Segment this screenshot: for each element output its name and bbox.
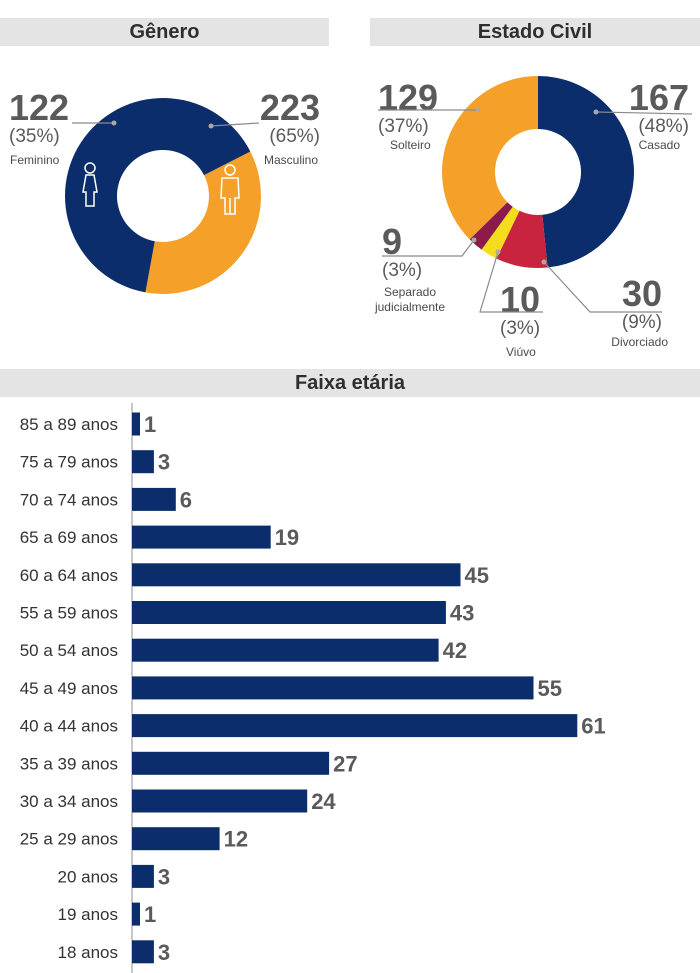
category-label-65-a-69-anos: 65 a 69 anos: [20, 528, 118, 547]
male-body: [220, 177, 240, 215]
slice-masculino: [64, 97, 251, 293]
category-label-19-anos: 19 anos: [58, 905, 119, 924]
female-body: [82, 174, 98, 207]
leader-solteiro-dot: [475, 107, 481, 113]
percent-masculino: (65%): [269, 126, 320, 147]
bar-25-a-29-anos: [132, 827, 220, 851]
bar-value-20-anos: 3: [158, 864, 170, 889]
leader-masculino: [210, 122, 260, 127]
bar-value-50-a-54-anos: 42: [443, 638, 467, 663]
male-person-icon: [220, 164, 240, 215]
bar-85-a-89-anos: [132, 412, 140, 436]
bar-55-a-59-anos: [132, 601, 446, 624]
category-label-85-a-89-anos: 85 a 89 anos: [20, 415, 118, 434]
faixa-etaria-header: Faixa etária: [0, 369, 700, 397]
bar-value-65-a-69-anos: 19: [275, 525, 299, 550]
slice-casado: [538, 76, 634, 268]
label-feminino: Feminino: [10, 153, 60, 167]
leader-viuvo-dot: [495, 249, 501, 255]
leader-casado-dot: [593, 109, 599, 115]
slice-feminino: [145, 151, 261, 294]
leader-divorciado-dot: [541, 259, 547, 265]
bar-value-18-anos: 3: [158, 940, 170, 965]
estado-civil-header: Estado Civil: [370, 18, 700, 46]
bar-value-70-a-74-anos: 6: [180, 487, 192, 512]
value-solteiro: 129: [378, 77, 438, 118]
category-label-25-a-29-anos: 25 a 29 anos: [20, 830, 118, 849]
label-casado: Casado: [639, 138, 681, 152]
percent-viuvo: (3%): [500, 318, 540, 339]
bar-45-a-49-anos: [132, 676, 534, 700]
category-label-30-a-34-anos: 30 a 34 anos: [20, 792, 118, 811]
bar-75-a-79-anos: [132, 450, 154, 474]
bar-value-19-anos: 1: [144, 902, 156, 927]
bar-30-a-34-anos: [132, 789, 308, 813]
category-label-60-a-64-anos: 60 a 64 anos: [20, 566, 118, 585]
slice-divorciado: [496, 210, 548, 268]
label-viuvo: Viúvo: [506, 345, 536, 359]
leader-separado-dot: [471, 237, 477, 243]
label-masculino: Masculino: [264, 153, 318, 167]
bar-20-anos: [132, 864, 154, 888]
percent-separado-judicialmente: (3%): [382, 260, 422, 281]
category-label-40-a-44-anos: 40 a 44 anos: [20, 717, 118, 736]
bar-value-30-a-34-anos: 24: [311, 789, 336, 814]
male-head: [224, 164, 236, 176]
value-masculino: 223: [260, 87, 320, 128]
bar-value-85-a-89-anos: 1: [144, 412, 156, 437]
bar-value-45-a-49-anos: 55: [538, 676, 562, 701]
bar-60-a-64-anos: [132, 563, 461, 587]
percent-feminino: (35%): [9, 126, 60, 147]
category-label-45-a-49-anos: 45 a 49 anos: [20, 679, 118, 698]
category-label-20-anos: 20 anos: [58, 867, 119, 886]
category-label-55-a-59-anos: 55 a 59 anos: [20, 604, 118, 623]
female-person-icon: [82, 162, 98, 207]
slice-separado-judicialmente: [469, 202, 513, 250]
label-divorciado: Divorciado: [611, 335, 668, 349]
leader-separado: [382, 239, 475, 257]
category-label-18-anos: 18 anos: [58, 943, 119, 962]
category-label-35-a-39-anos: 35 a 39 anos: [20, 754, 118, 773]
bar-value-75-a-79-anos: 3: [158, 450, 170, 475]
bar-value-60-a-64-anos: 45: [465, 563, 489, 588]
slice-viuvo: [481, 206, 520, 259]
value-separado-judicialmente: 9: [382, 221, 402, 262]
value-casado: 167: [629, 77, 689, 118]
label-separado-line1: Separado: [384, 285, 436, 299]
category-label-75-a-79-anos: 75 a 79 anos: [20, 453, 118, 472]
bar-value-35-a-39-anos: 27: [333, 751, 357, 776]
female-head: [84, 162, 96, 174]
leader-viuvo: [479, 251, 543, 313]
bar-value-55-a-59-anos: 43: [450, 601, 474, 626]
bar-19-anos: [132, 902, 140, 926]
category-label-70-a-74-anos: 70 a 74 anos: [20, 490, 118, 509]
leader-masculino-dot: [208, 123, 214, 129]
percent-solteiro: (37%): [378, 116, 429, 137]
leader-casado: [595, 111, 693, 115]
value-feminino: 122: [9, 87, 69, 128]
percent-divorciado: (9%): [622, 312, 662, 333]
bar-18-anos: [132, 940, 154, 964]
bar-40-a-44-anos: [132, 714, 578, 738]
leader-feminino-dot: [111, 120, 117, 126]
bar-value-40-a-44-anos: 61: [581, 714, 605, 739]
value-viuvo: 10: [500, 279, 540, 320]
slice-solteiro: [442, 76, 538, 240]
leader-divorciado: [543, 261, 662, 313]
percent-casado: (48%): [638, 116, 689, 137]
bar-70-a-74-anos: [132, 487, 176, 511]
genero-header: Gênero: [0, 18, 329, 46]
label-separado-line2: judicialmente: [374, 300, 445, 314]
bar-65-a-69-anos: [132, 525, 271, 549]
bar-value-25-a-29-anos: 12: [224, 827, 248, 852]
value-divorciado: 30: [622, 273, 662, 314]
label-solteiro: Solteiro: [390, 138, 431, 152]
bar-35-a-39-anos: [132, 751, 330, 775]
bar-50-a-54-anos: [132, 638, 439, 662]
category-label-50-a-54-anos: 50 a 54 anos: [20, 641, 118, 660]
